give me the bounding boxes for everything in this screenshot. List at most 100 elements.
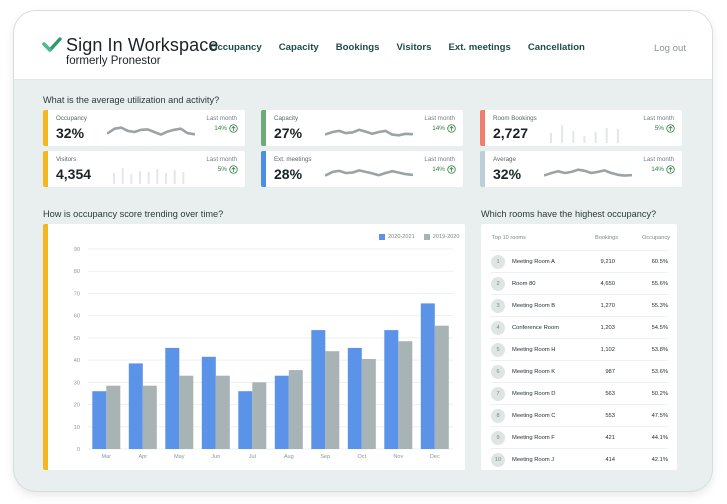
- legend-label-series-1: 2020-2021: [388, 234, 415, 240]
- room-name: Meeting Room J: [512, 457, 555, 463]
- bar-jul-series-2[interactable]: [252, 382, 267, 449]
- table-row[interactable]: 2 Room 80 4,650 55.6%: [491, 272, 668, 294]
- bar-dec-series-2[interactable]: [434, 325, 449, 449]
- bar-oct-series-2[interactable]: [361, 359, 376, 449]
- room-bookings: 4,650: [600, 281, 615, 287]
- x-tick-label: May: [174, 454, 185, 460]
- room-name: Meeting Room B: [512, 303, 556, 309]
- bar-may-series-1[interactable]: [165, 347, 180, 449]
- kpi-card-ext-meetings[interactable]: Ext. meetings 28% Last month 14%: [261, 151, 463, 187]
- utilization-section-title: What is the average utilization and acti…: [43, 95, 220, 105]
- rooms-header-bookings: Bookings: [595, 235, 619, 241]
- room-bookings: 9,210: [600, 259, 615, 265]
- trend-up-icon: [447, 124, 456, 133]
- kpi-accent-bar: [43, 151, 48, 187]
- room-name: Meeting Room K: [512, 369, 556, 375]
- bar-mar-series-1[interactable]: [92, 391, 107, 449]
- bar-aug-series-2[interactable]: [288, 370, 303, 449]
- kpi-card-average[interactable]: Average 32% Last month 14%: [480, 151, 682, 187]
- kpi-card-capacity[interactable]: Capacity 27% Last month 14%: [261, 110, 463, 146]
- kpi-card-room-bookings[interactable]: Room Bookings 2,727 Last month 5%: [480, 110, 682, 146]
- bar-jul-series-1[interactable]: [238, 391, 253, 449]
- kpi-label: Occupancy: [56, 115, 87, 122]
- rooms-section-title: Which rooms have the highest occupancy?: [481, 209, 657, 219]
- bar-sep-series-2[interactable]: [325, 351, 340, 449]
- kpi-value: 32%: [493, 166, 522, 182]
- bar-apr-series-1[interactable]: [128, 363, 143, 449]
- room-bookings: 421: [605, 435, 615, 441]
- kpi-period: Last month: [206, 156, 237, 163]
- room-occupancy: 53.6%: [651, 369, 668, 375]
- nav-item-ext-meetings[interactable]: Ext. meetings: [448, 42, 511, 53]
- x-tick-label: Mar: [101, 454, 111, 460]
- table-row[interactable]: 5 Meeting Room H 1,102 53.8%: [491, 338, 668, 360]
- table-row[interactable]: 10 Meeting Room J 414 42.1%: [491, 448, 668, 470]
- kpi-card-visitors[interactable]: Visitors 4,354 Last month 5%: [43, 151, 245, 187]
- brand-subtitle: formerly Pronestor: [66, 55, 161, 67]
- trend-up-icon: [447, 165, 456, 174]
- bar-nov-series-2[interactable]: [398, 341, 413, 449]
- table-row[interactable]: 3 Meeting Room B 1,270 55.3%: [491, 294, 668, 316]
- kpi-change: 5%: [217, 166, 227, 173]
- nav-item-occupancy[interactable]: Occupancy: [210, 42, 262, 53]
- bar-jun-series-2[interactable]: [215, 375, 230, 449]
- kpi-value: 32%: [56, 125, 85, 141]
- nav-item-bookings[interactable]: Bookings: [335, 42, 380, 53]
- x-tick-label: Oct: [357, 454, 366, 460]
- main-nav: Occupancy Capacity Bookings Visitors Ext…: [210, 42, 602, 53]
- nav-item-cancellation[interactable]: Cancellation: [527, 42, 585, 53]
- room-occupancy: 54.5%: [651, 325, 668, 331]
- y-tick-label: 40: [74, 358, 80, 364]
- kpi-change: 14%: [651, 166, 664, 173]
- table-row[interactable]: 7 Meeting Room D 563 50.2%: [491, 382, 668, 404]
- bar-jun-series-1[interactable]: [201, 356, 216, 449]
- kpi-label: Visitors: [56, 156, 77, 163]
- nav-item-capacity[interactable]: Capacity: [278, 42, 319, 53]
- rank-badge: 7: [491, 387, 505, 401]
- rank-badge: 3: [491, 299, 505, 313]
- bar-sep-series-1[interactable]: [311, 330, 326, 449]
- bar-mar-series-2[interactable]: [106, 385, 121, 449]
- x-tick-label: Apr: [138, 454, 147, 460]
- y-tick-label: 60: [74, 314, 80, 320]
- room-occupancy: 60.5%: [651, 259, 668, 265]
- bar-aug-series-1[interactable]: [274, 375, 289, 449]
- kpi-value: 28%: [274, 166, 303, 182]
- logout-link[interactable]: Log out: [653, 43, 686, 54]
- bar-oct-series-1[interactable]: [347, 347, 362, 449]
- brand-check-icon: [42, 37, 62, 52]
- table-row[interactable]: 8 Meeting Room C 553 47.5%: [491, 404, 668, 426]
- kpi-accent-bar: [261, 110, 266, 146]
- kpi-label: Room Bookings: [493, 115, 537, 122]
- room-bookings: 987: [605, 369, 615, 375]
- top-navigation-bar: Sign In Workspace formerly Pronestor Occ…: [14, 11, 712, 80]
- nav-item-visitors[interactable]: Visitors: [396, 42, 432, 53]
- room-bookings: 1,102: [600, 347, 615, 353]
- kpi-change: 14%: [214, 125, 227, 132]
- kpi-label: Average: [493, 156, 516, 163]
- legend-swatch-series-2: [423, 234, 430, 240]
- rank-badge: 5: [491, 343, 505, 357]
- bar-dec-series-1[interactable]: [420, 303, 435, 449]
- table-row[interactable]: 4 Conference Room 1,203 54.5%: [491, 316, 668, 338]
- bar-nov-series-1[interactable]: [384, 330, 399, 449]
- room-occupancy: 44.1%: [651, 435, 668, 441]
- room-bookings: 563: [605, 391, 615, 397]
- x-tick-label: Dec: [430, 454, 440, 460]
- table-row[interactable]: 9 Meeting Room F 421 44.1%: [491, 426, 668, 448]
- table-row[interactable]: 6 Meeting Room K 987 53.6%: [491, 360, 668, 382]
- y-tick-label: 30: [74, 380, 80, 386]
- table-row[interactable]: 1 Meeting Room A 9,210 60.5%: [491, 250, 668, 272]
- bar-apr-series-2[interactable]: [142, 385, 157, 449]
- y-tick-label: 0: [77, 447, 80, 453]
- kpi-period: Last month: [424, 115, 455, 122]
- room-bookings: 414: [605, 457, 615, 463]
- legend-label-series-2: 2019-2020: [432, 234, 460, 240]
- kpi-sparkbars: [550, 125, 619, 143]
- kpi-accent-bar: [480, 110, 485, 146]
- rank-badge: 8: [491, 409, 505, 423]
- room-name: Meeting Room H: [512, 347, 556, 353]
- kpi-card-occupancy[interactable]: Occupancy 32% Last month 14%: [43, 110, 245, 146]
- bar-may-series-2[interactable]: [179, 375, 194, 449]
- room-name: Meeting Room F: [512, 435, 555, 441]
